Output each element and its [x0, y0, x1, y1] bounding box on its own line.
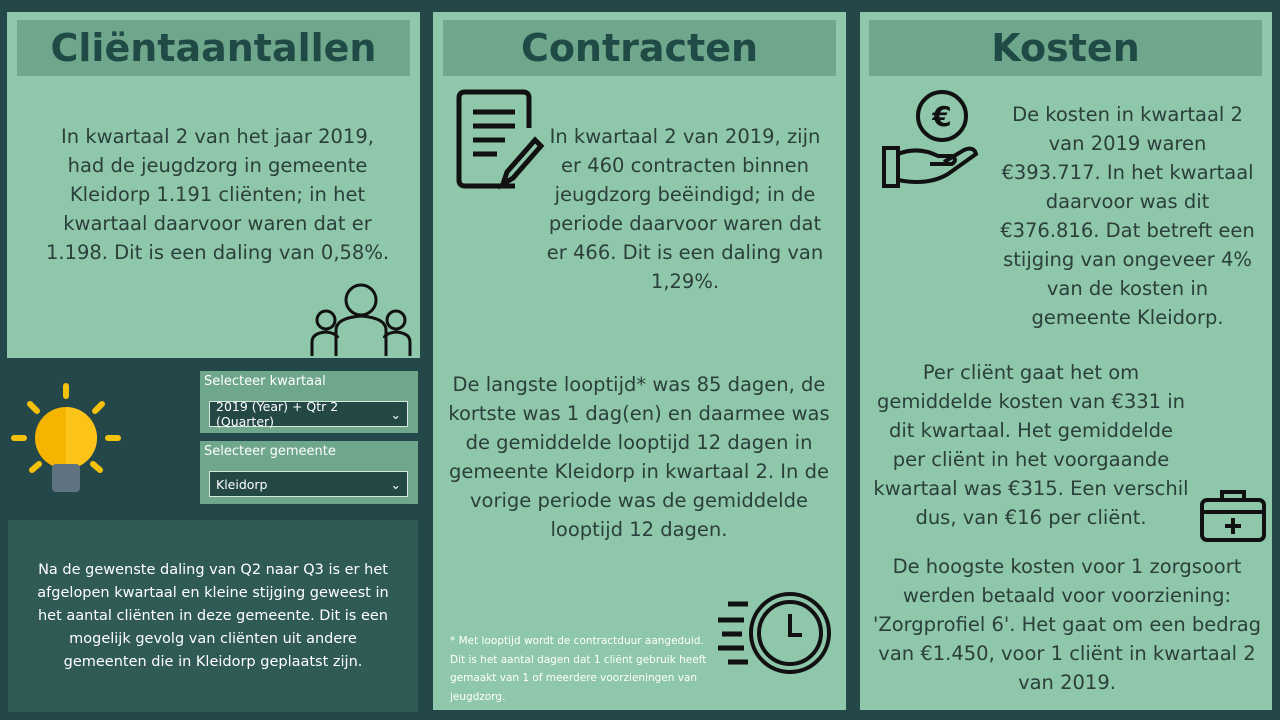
kosten-text-1: De kosten in kwartaal 2 van 2019 waren €…	[1000, 103, 1255, 329]
quarter-label: Selecteer kwartaal	[204, 374, 326, 389]
chevron-down-icon: ⌄	[390, 476, 401, 492]
kosten-text-2: Per cliënt gaat het om gemiddelde kosten…	[873, 361, 1189, 529]
contracten-title: Contracten	[443, 20, 836, 76]
looptijd-footnote: * Met looptijd wordt de contractduur aan…	[450, 635, 707, 703]
quarter-value: 2019 (Year) + Qtr 2 (Quarter)	[216, 399, 339, 429]
quarter-dropdown[interactable]: 2019 (Year) + Qtr 2 (Quarter) ⌄	[209, 399, 408, 429]
kosten-panel	[860, 12, 1272, 710]
lightbulb-icon	[11, 383, 121, 492]
medical-kit-icon	[1200, 490, 1266, 542]
contract-icon	[456, 89, 545, 190]
clienten-text: In kwartaal 2 van het jaar 2019, had de …	[45, 125, 390, 264]
people-icon	[310, 283, 412, 356]
municipality-label: Selecteer gemeente	[204, 444, 336, 459]
chevron-down-icon: ⌄	[390, 406, 401, 422]
svg-text:€: €	[931, 100, 951, 133]
municipality-slicer: Selecteer gemeente Kleidorp ⌄	[200, 441, 418, 504]
euro-hand-icon: €	[882, 90, 979, 188]
contracten-text-2: De langste looptijd* was 85 dagen, de ko…	[448, 373, 830, 541]
insight-note: Na de gewenste daling van Q2 naar Q3 is …	[8, 520, 418, 712]
kosten-title: Kosten	[869, 20, 1262, 76]
quarter-slicer: Selecteer kwartaal 2019 (Year) + Qtr 2 (…	[200, 371, 418, 433]
municipality-value: Kleidorp	[216, 476, 268, 492]
contracten-text-1: In kwartaal 2 van 2019, zijn er 460 cont…	[546, 125, 824, 293]
clock-icon	[718, 592, 831, 674]
clienten-title: Cliëntaantallen	[17, 20, 410, 76]
kosten-text-3: De hoogste kosten voor 1 zorgsoort werde…	[872, 555, 1262, 694]
municipality-dropdown[interactable]: Kleidorp ⌄	[209, 471, 408, 497]
